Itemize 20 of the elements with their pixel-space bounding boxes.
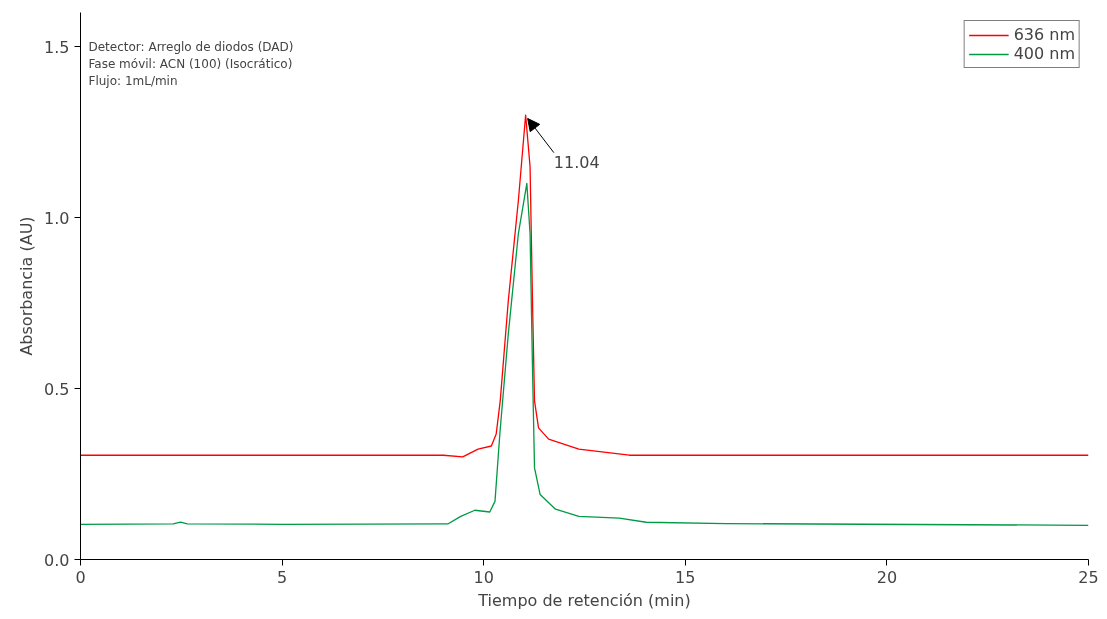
annotation: 11.04 — [553, 153, 600, 173]
line-series — [80, 182, 1089, 526]
legend-label: 636 nm — [1013, 25, 1075, 44]
y-axis-title: Absorbancia (AU) — [17, 216, 37, 356]
annotation: Fase móvil: ACN (100) (Isocrático) — [88, 56, 293, 71]
x-axis-title: Tiempo de retención (min) — [477, 590, 691, 610]
y-tick-label: 1.0 — [44, 208, 70, 228]
line-series — [80, 114, 1089, 458]
x-tick-label: 25 — [1078, 567, 1099, 587]
y-tick-label: 1.5 — [44, 37, 70, 57]
annotation: Flujo: 1mL/min — [88, 73, 178, 88]
y-tick-label: 0.0 — [44, 550, 70, 570]
y-tick-label: 0.5 — [44, 379, 70, 399]
x-tick-label: 10 — [473, 567, 494, 587]
x-tick-label: 5 — [277, 567, 288, 587]
annotation: Detector: Arreglo de diodos (DAD) — [88, 39, 294, 54]
x-tick-label: 20 — [876, 567, 898, 587]
x-tick-label: 0 — [75, 567, 86, 587]
x-tick-label: 15 — [675, 567, 696, 587]
legend-label: 400 nm — [1013, 44, 1075, 63]
